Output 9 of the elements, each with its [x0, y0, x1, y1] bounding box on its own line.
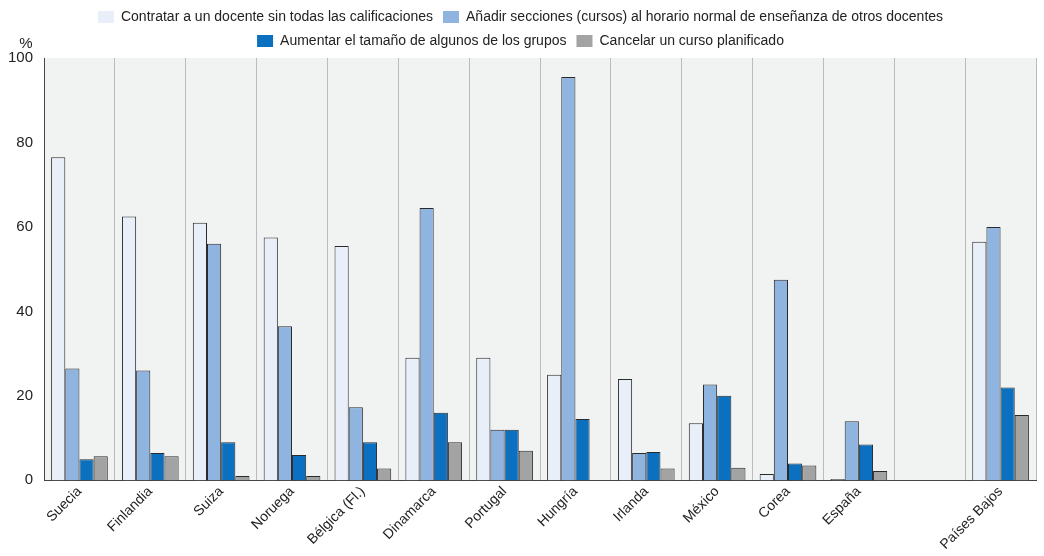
legend-label: Aumentar el tamaño de algunos de los grupos: [280, 31, 567, 48]
y-tick-label: 20: [16, 386, 34, 404]
y-tick-label: 0: [24, 470, 34, 488]
y-tick-label: 40: [16, 301, 34, 319]
legend-label: Contratar a un docente sin todas las calificaciones: [120, 7, 434, 24]
legend-label: Añadir secciones (cursos) al horario normal de enseñanza de otros docentes: [466, 7, 944, 24]
legend-label: Cancelar un curso planificado: [599, 31, 785, 48]
y-tick-label: 80: [16, 132, 34, 150]
y-tick-label: 60: [16, 217, 34, 235]
